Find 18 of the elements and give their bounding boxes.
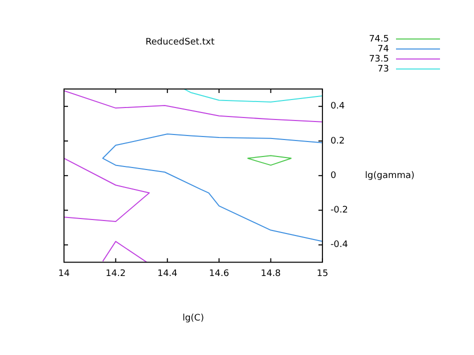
x-tick-label: 14.2 <box>106 268 126 279</box>
legend-label: 73.5 <box>368 54 389 64</box>
x-tick-label: 14.4 <box>157 268 178 279</box>
y-tick-label: 0 <box>330 170 336 181</box>
x-axis-title: lg(C) <box>182 313 204 324</box>
chart-title: ReducedSet.txt <box>145 37 215 48</box>
y-tick-label: 0.2 <box>330 136 345 146</box>
x-tick-label: 14.6 <box>209 268 230 279</box>
x-tick-label: 14 <box>58 268 70 279</box>
y-axis-title: lg(gamma) <box>365 170 415 181</box>
y-tick-label: -0.2 <box>330 206 348 216</box>
x-tick-label: 15 <box>316 268 328 279</box>
legend-label: 74 <box>378 44 390 54</box>
y-tick-label: 0.4 <box>330 102 346 112</box>
x-tick-label: 14.8 <box>260 268 282 279</box>
y-tick-label: -0.4 <box>330 240 348 250</box>
legend-label: 73 <box>378 64 389 74</box>
legend-label: 74.5 <box>368 34 389 44</box>
